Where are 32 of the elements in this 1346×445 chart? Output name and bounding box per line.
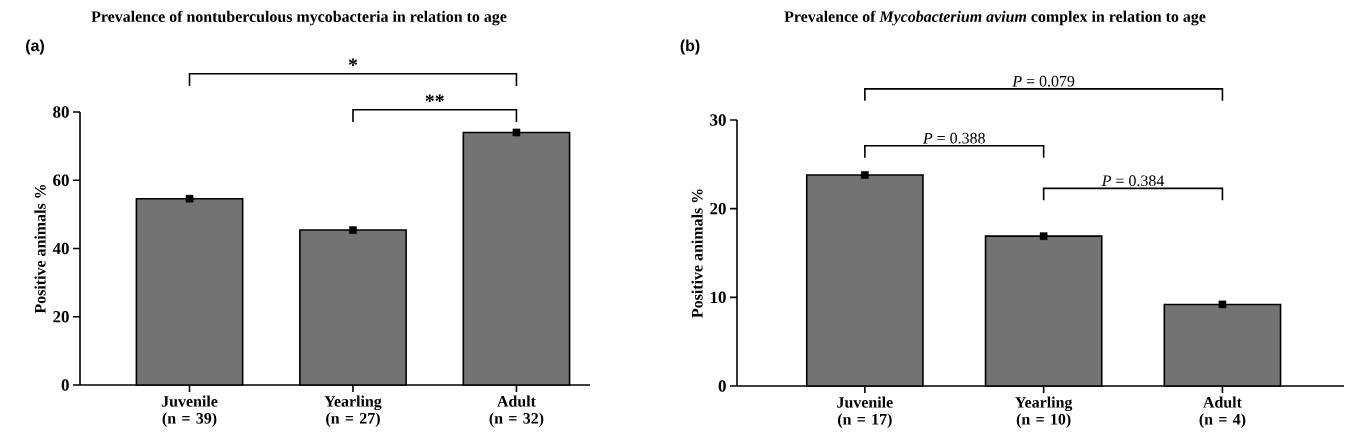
y-tick-label: 40 [52,242,69,255]
point [1039,232,1048,240]
y-tick-label: 10 [710,291,726,304]
y-tick-label: 20 [710,202,726,215]
x-tick-label: Juvenile (n = 17) [837,396,893,428]
y-tick-label: 30 [710,114,726,126]
y-tick-label: 0 [61,379,69,391]
chart-title: Prevalence of Mycobacterium avium complex in relation to age [784,10,1206,26]
annotation: P = 0.388 [922,132,985,144]
point [185,194,194,203]
point [861,171,869,179]
x-tick-label: Juvenile (n = 39) [161,395,218,427]
y-tick-label: 0 [718,380,726,392]
point [512,128,521,137]
y-axis-title: Positive animals % [691,189,703,318]
y-tick-label: 20 [53,311,69,323]
x-tick-label: Yearling (n = 10) [1015,396,1073,428]
annotation: P = 0.384 [1101,175,1165,187]
point [1218,300,1227,309]
y-tick-label: 60 [53,174,69,186]
text: (a) [26,39,44,55]
x-tick-label: Yearling (n = 27) [324,395,382,427]
chart-title: Prevalence of nontuberculous mycobacteria in relation to age [91,10,507,26]
y-tick-label: 80 [53,106,69,118]
point [349,226,357,234]
x-tick-label: Adult (n = 4) [1199,396,1246,428]
x-tick-label: Adult (n = 32) [489,395,544,427]
text: * [348,58,358,66]
y-axis-title: Positive animals % [34,184,46,314]
text: (b) [680,39,700,55]
text: P = 0.079 [1012,75,1075,87]
text: ** [425,94,444,102]
